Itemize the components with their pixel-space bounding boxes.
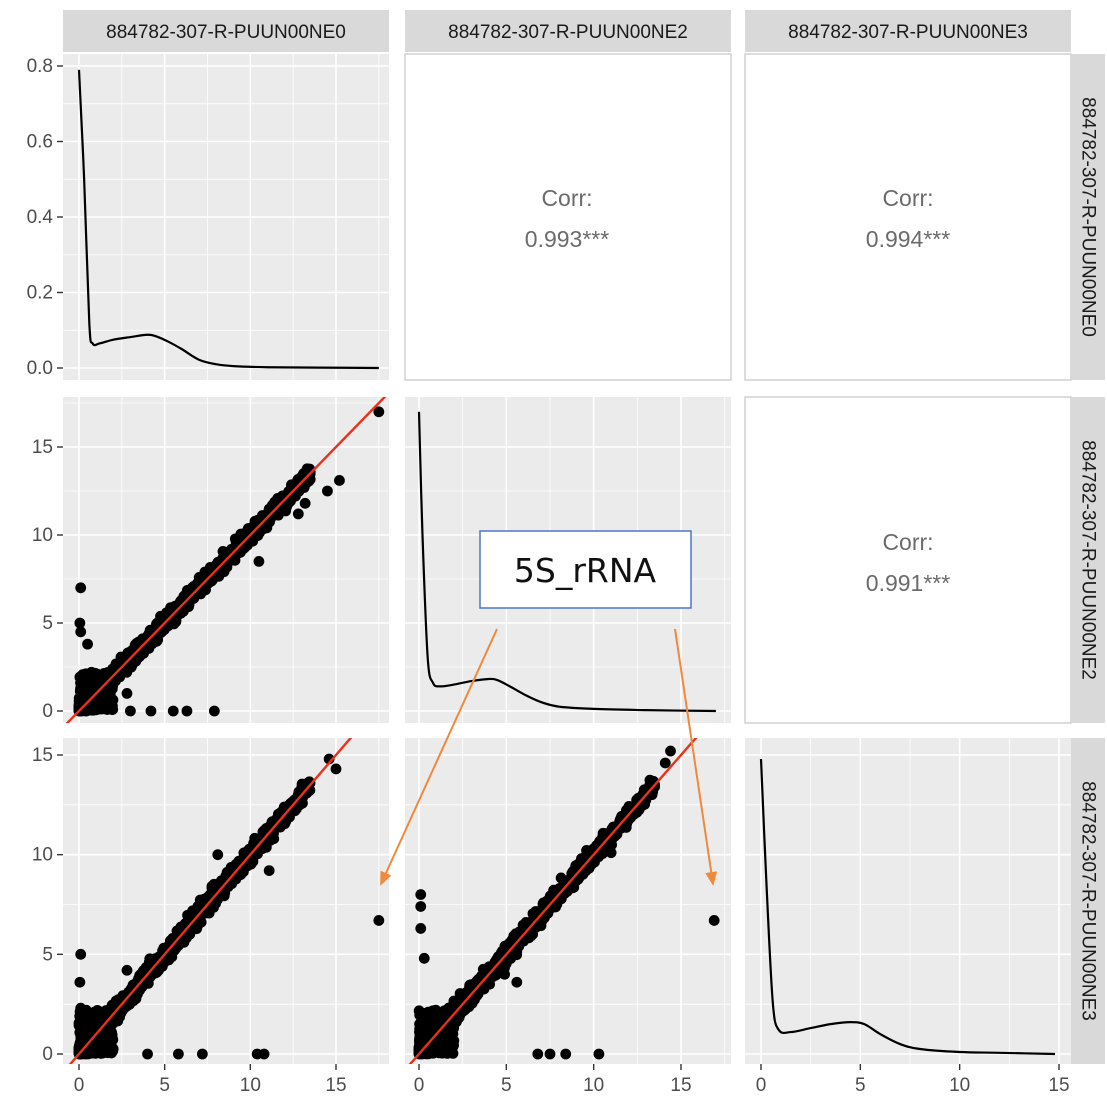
panel-1-2 [744, 396, 1072, 724]
data-point [459, 1004, 471, 1015]
data-point [292, 508, 304, 520]
data-point [258, 1048, 270, 1060]
data-point [208, 705, 220, 717]
data-point [170, 931, 182, 943]
data-point [556, 883, 567, 895]
data-point [639, 798, 651, 810]
data-point [621, 808, 633, 820]
data-point [207, 569, 219, 581]
data-point [77, 1018, 88, 1030]
panel-2-2 [745, 738, 1071, 1064]
data-point [128, 645, 140, 657]
data-point [330, 763, 342, 775]
data-point [263, 504, 275, 516]
data-point [84, 1009, 96, 1021]
data-point [293, 482, 305, 494]
fit-line [68, 738, 353, 1064]
data-point [126, 989, 137, 1001]
data-point [526, 923, 538, 935]
data-point [253, 556, 265, 567]
data-point [500, 957, 511, 969]
data-point [641, 790, 653, 802]
data-point [151, 966, 163, 978]
fit-line [65, 397, 387, 723]
data-point [263, 865, 275, 877]
data-layer [65, 69, 1056, 1064]
data-point [167, 705, 179, 717]
data-point [323, 753, 335, 765]
data-point [82, 638, 93, 650]
data-point [151, 628, 163, 640]
data-point [106, 700, 118, 712]
data-point [299, 497, 311, 509]
data-point [142, 1048, 153, 1060]
data-point [181, 705, 193, 717]
data-point [97, 1041, 108, 1052]
data-point [221, 866, 233, 878]
data-point [97, 697, 109, 709]
data-point [96, 679, 107, 691]
data-point [75, 626, 87, 638]
data-point [107, 1043, 119, 1055]
data-point [74, 617, 86, 629]
data-point [548, 898, 559, 910]
data-point [75, 948, 87, 960]
data-point [75, 700, 87, 711]
data-point [104, 681, 116, 692]
data-point [86, 676, 98, 687]
data-point [236, 536, 248, 548]
data-point [105, 1026, 117, 1038]
data-point [173, 605, 185, 616]
data-point [373, 915, 385, 926]
data-point [294, 794, 306, 805]
data-point [280, 804, 292, 816]
data-point [172, 1048, 184, 1060]
data-point [373, 406, 385, 418]
scatter-panel-2-1 [408, 738, 720, 1064]
panel-0-1 [404, 53, 732, 381]
scatter-panel-2-0 [68, 738, 385, 1064]
data-point [75, 582, 87, 594]
data-point [92, 1009, 104, 1021]
data-point [76, 686, 88, 698]
data-point [121, 964, 133, 976]
panel-0-2 [744, 53, 1072, 381]
data-point [322, 485, 333, 497]
data-point [74, 976, 86, 988]
data-point [75, 1002, 87, 1014]
data-point [196, 1048, 208, 1060]
data-point [97, 671, 108, 683]
data-point [124, 705, 136, 717]
data-point [614, 816, 626, 828]
data-point [121, 688, 133, 699]
scatter-panel-1-0 [65, 397, 387, 723]
data-point [334, 475, 345, 486]
data-point [212, 849, 224, 861]
data-point [77, 671, 89, 683]
data-point [137, 648, 148, 660]
data-point [145, 705, 157, 717]
